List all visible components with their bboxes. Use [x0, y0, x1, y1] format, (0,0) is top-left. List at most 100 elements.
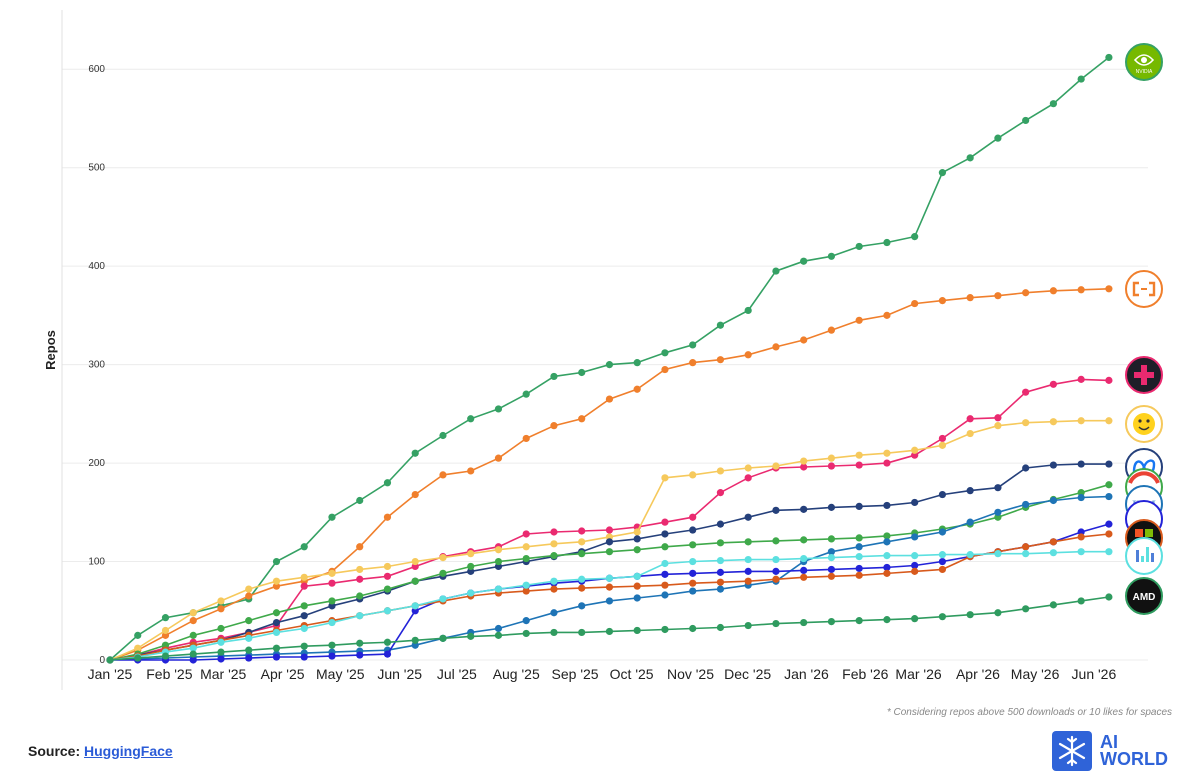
data-point: [716, 623, 725, 632]
data-point: [883, 459, 891, 467]
data-point: [245, 592, 253, 600]
data-point: [1077, 533, 1085, 541]
data-point: [716, 556, 725, 565]
data-point: [439, 554, 447, 562]
data-point: [1022, 388, 1030, 396]
x-tick-label: Feb '26: [842, 666, 888, 682]
snowflake-icon: [1052, 731, 1092, 771]
data-point: [272, 609, 281, 617]
data-point: [800, 618, 808, 627]
data-point: [161, 652, 170, 660]
data-point: [439, 569, 447, 577]
data-point: [1022, 464, 1030, 472]
data-point: [217, 624, 225, 633]
data-point: [578, 550, 586, 558]
data-point: [689, 557, 697, 566]
x-tick-label: Jul '25: [437, 666, 477, 682]
x-tick-label: Mar '26: [895, 666, 941, 682]
data-point: [161, 626, 170, 635]
data-point: [383, 572, 392, 580]
data-point: [911, 233, 919, 241]
data-point: [494, 562, 503, 571]
source-link[interactable]: HuggingFace: [84, 743, 173, 759]
data-point: [800, 505, 808, 513]
data-point: [1022, 550, 1030, 558]
data-point: [106, 656, 114, 664]
data-point: [994, 414, 1002, 422]
data-point: [661, 530, 669, 538]
data-point: [522, 587, 530, 595]
data-point: [578, 368, 586, 377]
brand-line-1: AI: [1100, 732, 1118, 752]
data-point: [966, 518, 974, 526]
data-point: [383, 513, 392, 521]
x-tick-label: Jun '25: [377, 666, 422, 682]
data-point: [994, 134, 1002, 142]
data-point: [1105, 548, 1113, 556]
x-tick-labels: Jan '25 Feb '25 Mar '25 Apr '25 May '25 Jun '…: [88, 666, 1117, 682]
data-point: [411, 577, 419, 585]
y-tick-label: 600: [88, 64, 105, 75]
data-point: [855, 502, 863, 510]
nvidia-logo: NVIDIA: [1125, 43, 1163, 81]
data-point: [1077, 286, 1085, 294]
data-point: [744, 567, 752, 575]
x-tick-label: Aug '25: [493, 666, 540, 682]
series-amd: [106, 593, 1113, 664]
data-point: [245, 646, 253, 654]
data-point: [300, 543, 308, 551]
y-tick-label: 100: [88, 557, 105, 568]
data-point: [744, 513, 752, 521]
data-point: [827, 503, 836, 511]
data-point: [1105, 530, 1113, 538]
data-point: [661, 591, 669, 599]
data-point: [1049, 496, 1058, 505]
data-point: [411, 449, 419, 457]
data-point: [1022, 419, 1030, 427]
data-point: [633, 582, 641, 590]
data-point: [356, 543, 364, 551]
data-point: [994, 508, 1002, 516]
data-point: [383, 650, 392, 658]
data-point: [411, 636, 419, 644]
data-point: [217, 597, 225, 605]
data-point: [772, 555, 780, 564]
series-alibaba-cloud: [106, 285, 1113, 664]
data-point: [689, 526, 697, 534]
data-point: [827, 572, 836, 580]
data-point: [772, 506, 780, 514]
data-point: [1049, 100, 1058, 108]
data-point: [328, 602, 336, 610]
data-point: [1049, 287, 1058, 295]
data-point: [744, 577, 752, 585]
data-point: [1049, 418, 1058, 426]
data-point: [522, 554, 530, 563]
x-tick-label: Jan '25: [88, 666, 133, 682]
data-point: [855, 451, 863, 459]
data-point: [689, 359, 697, 367]
data-point: [245, 634, 253, 642]
data-point: [911, 615, 919, 623]
data-point: [911, 533, 919, 541]
series-group: [106, 53, 1113, 664]
data-point: [1077, 597, 1085, 605]
data-point: [1105, 53, 1113, 62]
data-point: [855, 553, 863, 561]
data-point: [633, 385, 641, 393]
data-point: [938, 441, 947, 449]
data-point: [300, 612, 308, 620]
data-point: [800, 554, 808, 563]
data-point: [994, 609, 1002, 617]
data-point: [772, 575, 780, 583]
data-point: [855, 571, 863, 579]
data-point: [467, 562, 475, 571]
data-point: [827, 535, 836, 543]
y-tick-label: 300: [88, 360, 105, 371]
data-point: [494, 454, 503, 462]
data-point: [578, 584, 586, 592]
data-point: [578, 628, 586, 637]
data-point: [1105, 285, 1113, 293]
x-tick-label: Sep '25: [552, 666, 599, 682]
data-point: [1049, 538, 1058, 546]
data-point: [855, 242, 863, 251]
